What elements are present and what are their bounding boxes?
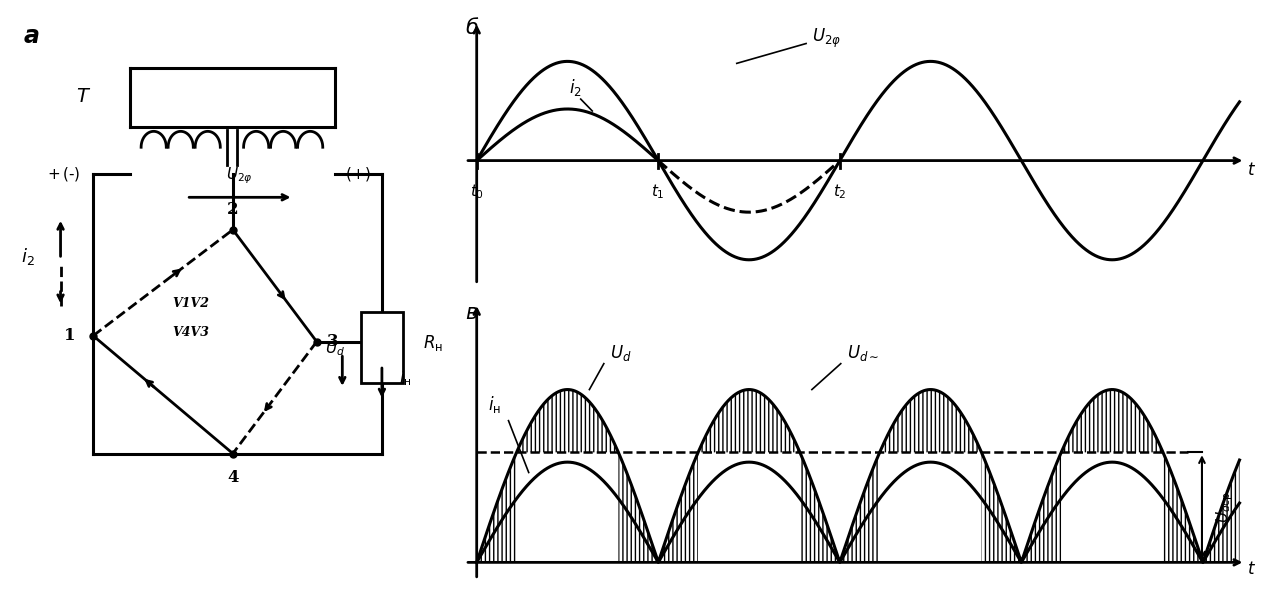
Text: $\text{-}\,(+)$: $\text{-}\,(+)$ [338, 165, 371, 183]
Text: $U_d$: $U_d$ [610, 343, 632, 363]
Text: $R_{\text{н}}$: $R_{\text{н}}$ [424, 333, 443, 352]
Text: $U_d$: $U_d$ [325, 339, 346, 358]
Text: $\boldsymbol{\mathit{в}}$: $\boldsymbol{\mathit{в}}$ [466, 303, 478, 323]
Text: 1: 1 [64, 327, 75, 344]
Text: $t_2$: $t_2$ [833, 183, 847, 201]
Text: $U_{2\varphi}$: $U_{2\varphi}$ [812, 27, 841, 49]
Text: $i_{\text{н}}$: $i_{\text{н}}$ [489, 394, 501, 415]
Text: $t$: $t$ [1247, 163, 1256, 180]
Text: V1V2: V1V2 [172, 297, 209, 310]
Text: $t_1$: $t_1$ [652, 183, 665, 201]
Text: $t$: $t$ [1247, 561, 1256, 578]
Text: $U_{d{\sim}}$: $U_{d{\sim}}$ [846, 343, 879, 363]
Text: $t_0$: $t_0$ [470, 183, 484, 201]
Text: 2: 2 [227, 201, 239, 217]
Text: 3: 3 [327, 333, 339, 350]
Text: $i_2$: $i_2$ [569, 77, 582, 98]
Text: $\boldsymbol{a}$: $\boldsymbol{a}$ [23, 24, 40, 48]
Bar [361, 312, 403, 383]
Text: $i_{\text{н}}$: $i_{\text{н}}$ [399, 369, 411, 388]
Text: 4: 4 [227, 469, 239, 485]
Text: V4V3: V4V3 [172, 326, 209, 339]
Text: $\boldsymbol{\mathit{б}}$: $\boldsymbol{\mathit{б}}$ [466, 16, 480, 38]
Text: $T$: $T$ [77, 88, 92, 106]
Text: $U_{2\varphi}$: $U_{2\varphi}$ [226, 166, 253, 186]
Text: $i_2$: $i_2$ [22, 246, 34, 267]
Text: $+\,(\text{-})$: $+\,(\text{-})$ [47, 165, 80, 183]
Text: $U_{d\text{ср}}$: $U_{d\text{ср}}$ [1215, 491, 1235, 524]
